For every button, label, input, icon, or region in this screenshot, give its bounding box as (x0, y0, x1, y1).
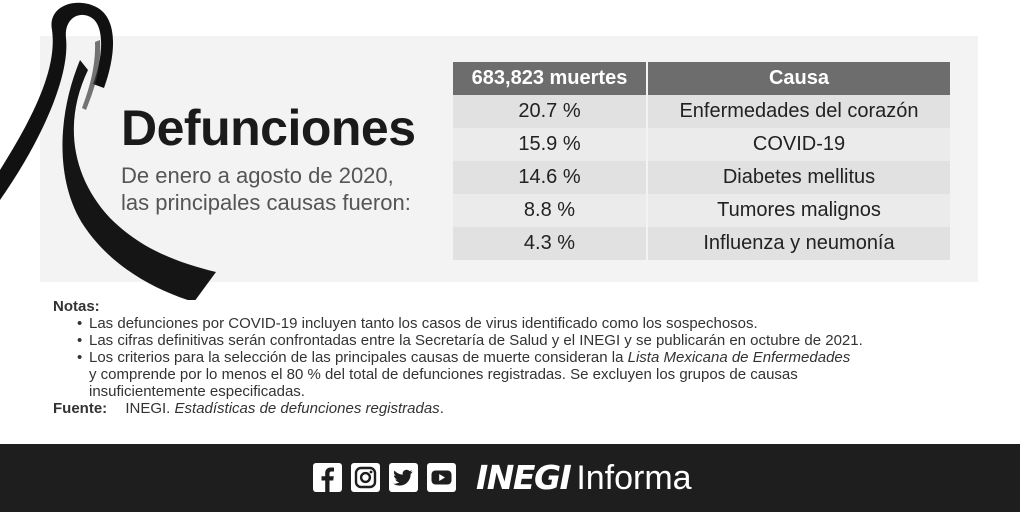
youtube-icon[interactable] (427, 463, 456, 492)
table-row: 8.8 % Tumores malignos (453, 194, 950, 227)
note-text: Los criterios para la selección de las p… (89, 349, 628, 366)
subtitle-line-2: las principales causas fueron: (121, 190, 411, 215)
note-item: Las defunciones por COVID-19 incluyen ta… (75, 315, 983, 332)
header-deaths-total: 683,823 muertes (453, 62, 648, 95)
cause-cell: Enfermedades del corazón (647, 95, 950, 128)
headline: Defunciones De enero a agosto de 2020, l… (121, 100, 416, 216)
table-row: 14.6 % Diabetes mellitus (453, 161, 950, 194)
subtitle-line-1: De enero a agosto de 2020, (121, 163, 394, 188)
notes-list: Las defunciones por COVID-19 incluyen ta… (75, 315, 983, 400)
note-text-line-3: insuficientemente especificadas. (89, 383, 305, 400)
source-line: Fuente: INEGI. Estadísticas de defuncion… (53, 400, 983, 417)
cause-cell: Tumores malignos (647, 194, 950, 227)
table-row: 20.7 % Enfermedades del corazón (453, 95, 950, 128)
brand-subtitle: Informa (576, 459, 692, 497)
header-cause: Causa (647, 62, 950, 95)
table-header-row: 683,823 muertes Causa (453, 62, 950, 95)
note-item: Los criterios para la selección de las p… (75, 349, 983, 400)
social-links (313, 463, 456, 492)
note-text: Las defunciones por COVID-19 incluyen ta… (89, 315, 758, 332)
source-title: Estadísticas de defunciones registradas (174, 400, 440, 417)
cause-cell: Influenza y neumonía (647, 227, 950, 260)
cause-cell: COVID-19 (647, 128, 950, 161)
percent-cell: 14.6 % (453, 161, 648, 194)
table-row: 15.9 % COVID-19 (453, 128, 950, 161)
twitter-icon[interactable] (389, 463, 418, 492)
mourning-ribbon-icon (0, 2, 216, 300)
page-title: Defunciones (121, 100, 416, 156)
percent-cell: 15.9 % (453, 128, 648, 161)
percent-cell: 4.3 % (453, 227, 648, 260)
source-label: Fuente: (53, 400, 108, 417)
notes-heading: Notas: (53, 298, 100, 315)
note-text: Las cifras definitivas serán confrontada… (89, 332, 863, 349)
percent-cell: 20.7 % (453, 95, 648, 128)
source-period: . (439, 400, 444, 417)
note-italic-reference: Lista Mexicana de Enfermedades (627, 349, 851, 366)
note-text-line-2: y comprende por lo menos el 80 % del tot… (89, 366, 798, 383)
table-row: 4.3 % Influenza y neumonía (453, 227, 950, 260)
causes-table: 683,823 muertes Causa 20.7 % Enfermedade… (453, 62, 950, 260)
source-org: INEGI. (125, 400, 171, 417)
inegi-logo: INEGI Informa (476, 458, 692, 498)
notes-section: Notas: Las defunciones por COVID-19 incl… (53, 298, 983, 417)
instagram-icon[interactable] (351, 463, 380, 492)
brand-name: INEGI (476, 458, 572, 497)
footer-bar: INEGI Informa (0, 444, 1020, 512)
note-item: Las cifras definitivas serán confrontada… (75, 332, 983, 349)
facebook-icon[interactable] (313, 463, 342, 492)
percent-cell: 8.8 % (453, 194, 648, 227)
cause-cell: Diabetes mellitus (647, 161, 950, 194)
